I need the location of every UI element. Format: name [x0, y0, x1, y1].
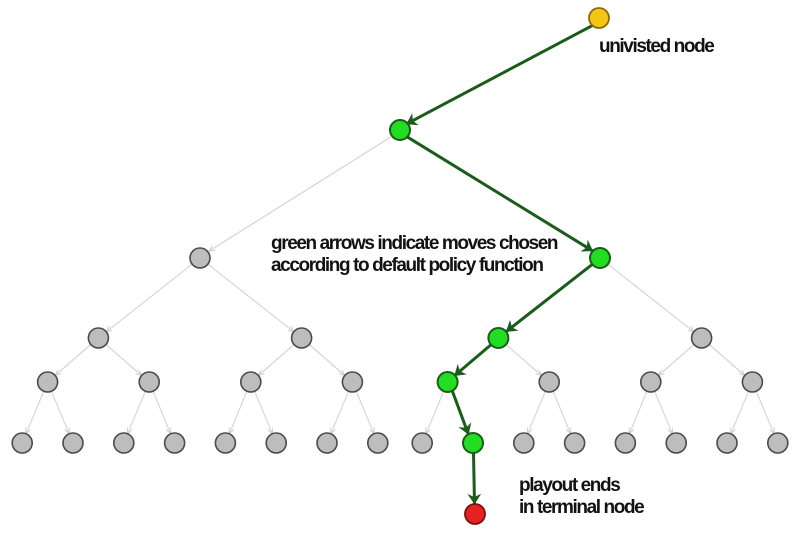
- svg-text:according to default policy fu: according to default policy function: [271, 255, 543, 276]
- svg-text:univisted node: univisted node: [599, 36, 714, 57]
- svg-text:green arrows indicate moves ch: green arrows indicate moves chosen: [271, 233, 558, 254]
- svg-text:in terminal node: in terminal node: [519, 497, 644, 518]
- svg-text:playout ends: playout ends: [519, 475, 620, 496]
